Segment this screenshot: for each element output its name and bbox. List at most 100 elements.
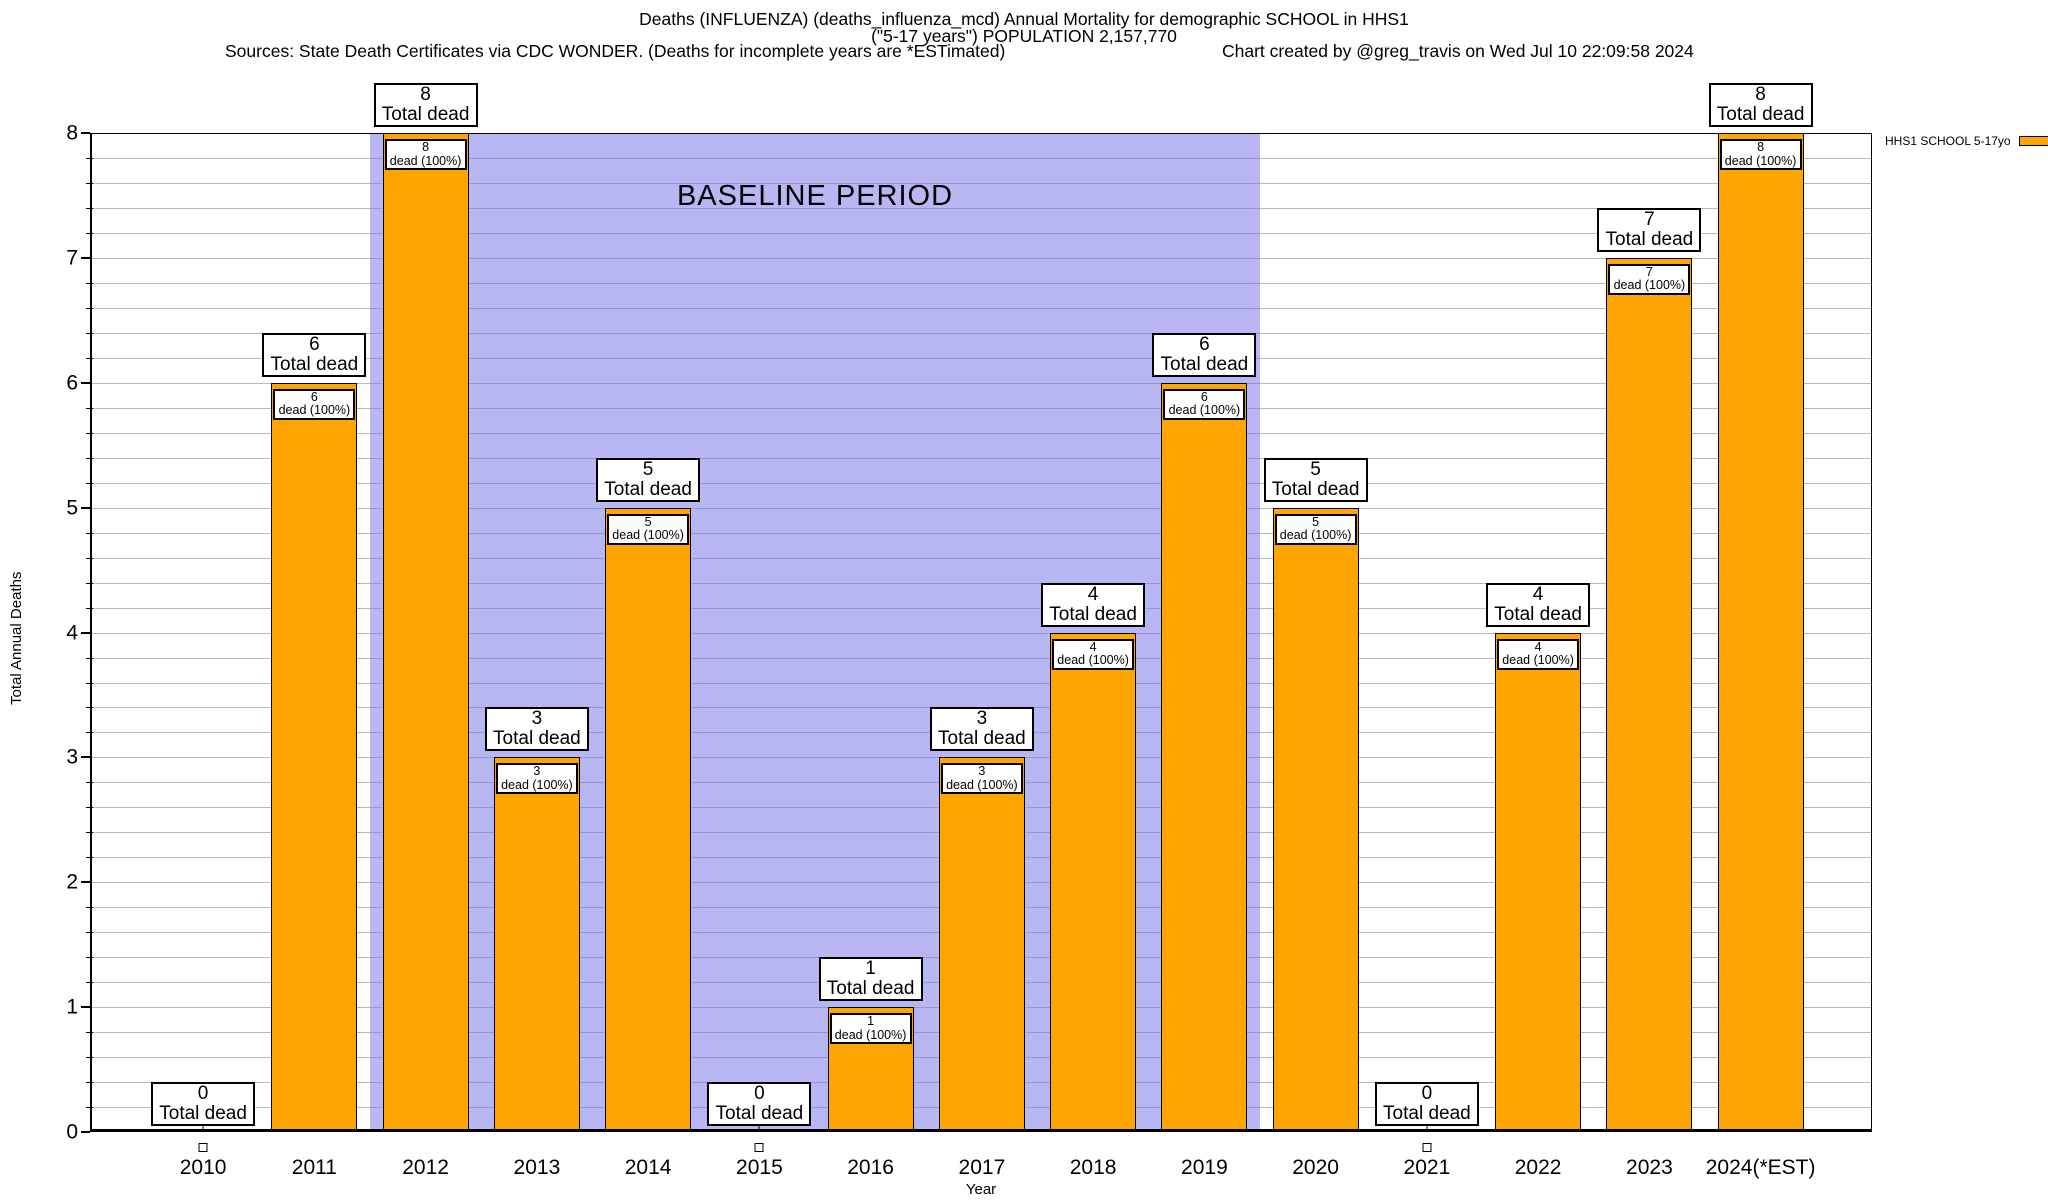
bar-inner-value: 4 xyxy=(1089,639,1097,654)
bar-2017 xyxy=(938,757,1025,1132)
total-dead-value: 5 xyxy=(642,458,654,480)
y-axis-minor-tick xyxy=(86,557,93,559)
total-dead-text: Total dead xyxy=(1494,603,1582,625)
bar-inner-text: dead (100%) xyxy=(278,403,351,418)
bar-inner-value: 6 xyxy=(310,389,318,404)
bar-2011 xyxy=(271,382,358,1133)
y-axis-tick xyxy=(81,1006,90,1009)
bar-2024(*EST) xyxy=(1717,133,1804,1132)
total-dead-value: 4 xyxy=(1087,583,1099,605)
y-axis-tick xyxy=(81,256,90,259)
zero-value-marker xyxy=(198,1143,208,1152)
bar-2022 xyxy=(1495,632,1582,1132)
total-dead-text: Total dead xyxy=(159,1103,247,1124)
zero-leader-line xyxy=(758,1125,760,1132)
y-axis-minor-tick xyxy=(86,282,93,284)
y-axis-tick-label: 3 xyxy=(66,745,78,769)
total-dead-text: Total dead xyxy=(1271,478,1360,500)
y-axis-tick-label: 7 xyxy=(66,246,78,270)
total-dead-text: Total dead xyxy=(1160,353,1249,375)
bar-2019 xyxy=(1161,382,1248,1133)
total-dead-value: 5 xyxy=(1310,458,1321,480)
bar-inner-text: dead (100%) xyxy=(612,528,684,543)
y-axis-tick-label: 2 xyxy=(66,870,78,894)
legend: HHS1 SCHOOL 5-17yo xyxy=(1885,134,2048,148)
y-axis-minor-tick xyxy=(86,207,93,209)
total-dead-value: 1 xyxy=(865,958,876,980)
y-axis-minor-tick xyxy=(86,582,93,584)
legend-series-label: HHS1 SCHOOL 5-17yo xyxy=(1885,134,2011,148)
bar-inner-label-2020: 5 dead (100%) xyxy=(1274,513,1357,545)
bar-2012 xyxy=(382,133,469,1132)
bar-inner-label-2014: 5 dead (100%) xyxy=(607,513,690,545)
x-axis-label-2024(*EST): 2024(*EST) xyxy=(1705,1156,1816,1179)
y-axis-minor-tick xyxy=(86,707,93,709)
bar-inner-label-2019: 6 dead (100%) xyxy=(1163,388,1246,420)
bar-inner-text: dead (100%) xyxy=(501,777,573,792)
total-dead-value: 6 xyxy=(1199,333,1210,355)
y-axis-minor-tick xyxy=(86,232,93,234)
x-axis-label-2016: 2016 xyxy=(847,1156,894,1179)
x-axis-label-2012: 2012 xyxy=(402,1156,449,1179)
y-axis-minor-tick xyxy=(86,932,93,934)
x-axis-label-2020: 2020 xyxy=(1292,1156,1339,1179)
total-dead-label-2014: 5 Total dead xyxy=(596,457,701,502)
total-dead-value: 0 xyxy=(197,1083,209,1104)
bar-inner-value: 8 xyxy=(422,140,430,154)
y-axis-tick-label: 4 xyxy=(66,621,78,644)
y-axis-minor-tick xyxy=(86,407,93,409)
x-axis-label-2011: 2011 xyxy=(291,1156,337,1179)
total-dead-label-2015: 0 Total dead xyxy=(707,1082,812,1126)
y-axis-tick-label: 8 xyxy=(66,121,78,145)
bar-inner-text: dead (100%) xyxy=(834,1027,907,1042)
total-dead-value: 7 xyxy=(1644,208,1655,230)
chart-title-line1: Deaths (INFLUENZA) (deaths_influenza_mcd… xyxy=(639,9,1409,29)
bar-inner-text: dead (100%) xyxy=(1168,403,1241,418)
y-axis-minor-tick xyxy=(86,657,93,659)
bar-inner-value: 5 xyxy=(1312,514,1320,529)
total-dead-label-2020: 5 Total dead xyxy=(1263,457,1368,502)
y-axis-minor-tick xyxy=(86,832,93,834)
x-axis-label-2021: 2021 xyxy=(1403,1156,1451,1179)
y-axis-minor-tick xyxy=(86,607,93,609)
y-axis-minor-tick xyxy=(86,732,93,734)
bar-inner-label-2013: 3 dead (100%) xyxy=(495,763,578,795)
y-axis-tick xyxy=(81,132,90,134)
bar-inner-label-2022: 4 dead (100%) xyxy=(1497,638,1580,670)
y-axis-tick-label: 0 xyxy=(66,1120,78,1144)
y-axis-minor-tick xyxy=(86,682,93,684)
total-dead-value: 8 xyxy=(420,84,431,105)
y-axis-tick xyxy=(81,631,90,634)
total-dead-text: Total dead xyxy=(493,728,581,750)
bar-inner-label-2016: 1 dead (100%) xyxy=(829,1013,912,1045)
y-axis-minor-tick xyxy=(86,907,93,909)
bar-2013 xyxy=(493,757,580,1132)
total-dead-value: 3 xyxy=(531,708,543,730)
y-axis-tick xyxy=(81,881,90,884)
y-axis-tick-label: 1 xyxy=(66,995,78,1019)
bar-inner-label-2017: 3 dead (100%) xyxy=(940,763,1023,795)
zero-leader-line xyxy=(202,1125,204,1132)
total-dead-text: Total dead xyxy=(1383,1103,1471,1124)
bar-2023 xyxy=(1606,257,1693,1132)
bar-inner-value: 7 xyxy=(1645,264,1653,279)
bar-inner-text: dead (100%) xyxy=(389,153,462,168)
y-axis-minor-tick xyxy=(86,457,93,459)
bar-inner-label-2018: 4 dead (100%) xyxy=(1052,638,1135,670)
bar-inner-value: 1 xyxy=(867,1014,875,1029)
bar-inner-text: dead (100%) xyxy=(946,777,1018,792)
total-dead-text: Total dead xyxy=(381,104,470,125)
x-axis-label-2010: 2010 xyxy=(179,1156,227,1179)
y-axis-minor-tick xyxy=(86,957,93,959)
bar-inner-label-2023: 7 dead (100%) xyxy=(1608,263,1691,295)
y-axis-tick-label: 6 xyxy=(66,371,78,395)
total-dead-value: 8 xyxy=(1755,84,1766,105)
bar-inner-value: 3 xyxy=(978,764,986,779)
y-axis-tick xyxy=(81,506,90,509)
zero-value-marker xyxy=(754,1143,764,1152)
y-axis-minor-tick xyxy=(86,357,93,359)
total-dead-label-2011: 6 Total dead xyxy=(262,332,367,377)
bar-inner-value: 6 xyxy=(1200,389,1208,404)
total-dead-label-2016: 1 Total dead xyxy=(818,957,923,1002)
